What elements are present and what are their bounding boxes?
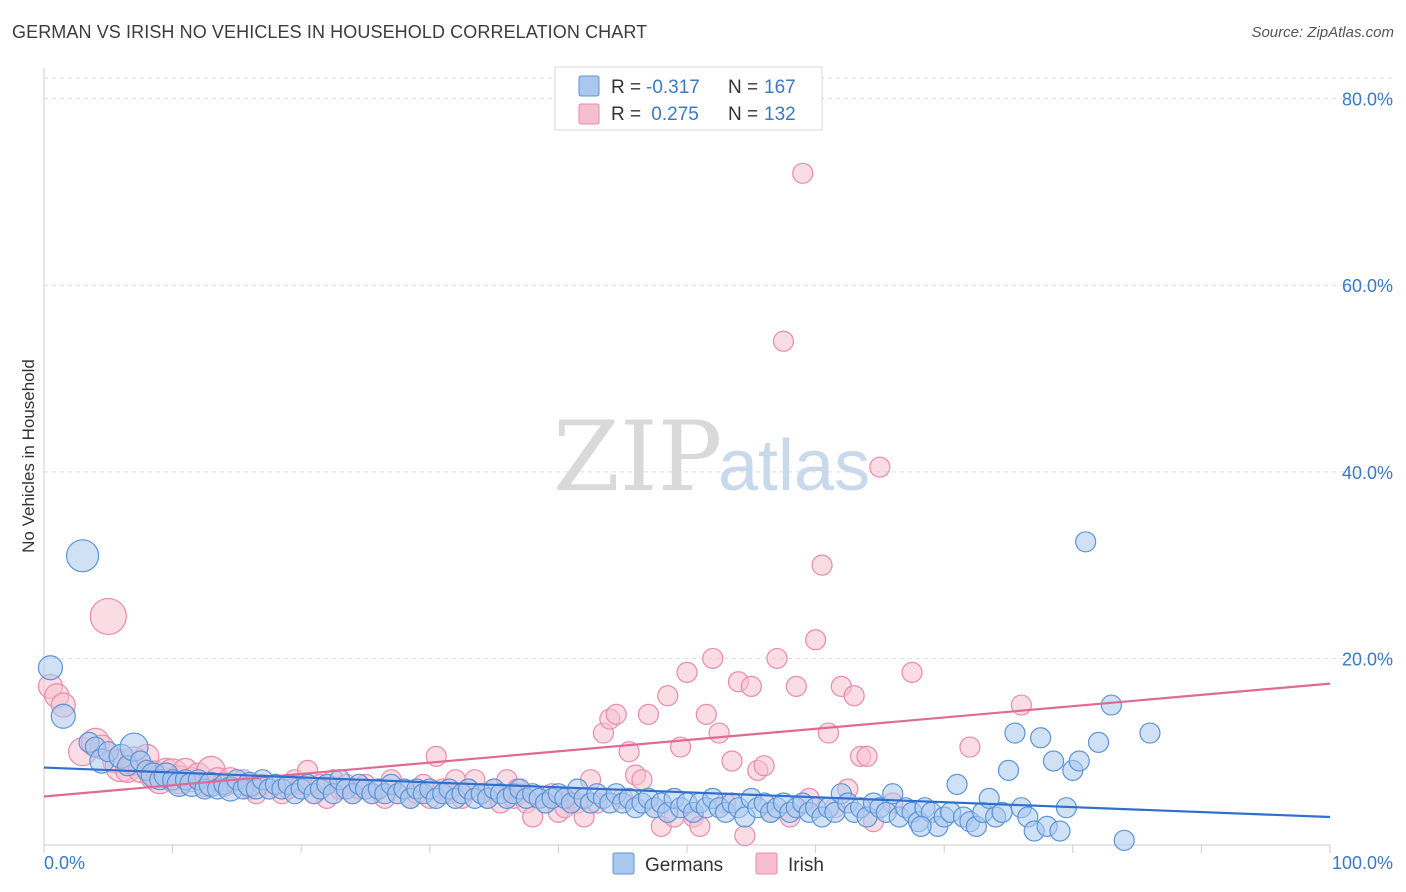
irish-point-99 — [695, 703, 717, 725]
legend-r-value-germans: -0.317 — [646, 77, 700, 98]
legend-n-value-irish: 132 — [764, 104, 796, 125]
source-label: Source: ZipAtlas.com — [1251, 24, 1394, 41]
irish-point-103 — [721, 750, 743, 772]
legend-n-label-germans: N = — [728, 77, 758, 98]
bottom-legend-label-irish: Irish — [788, 855, 824, 876]
y-tick-label-80: 80.0% — [1342, 90, 1393, 110]
stats-legend: R = -0.317 N = 167 R = 0.275 N = 132 — [554, 66, 823, 131]
legend-n-label-irish: N = — [728, 104, 758, 125]
irish-point-72 — [522, 806, 544, 828]
irish-point-87 — [618, 741, 640, 763]
trend-lines — [43, 682, 1331, 819]
x-tick-label-0: 0.0% — [44, 853, 85, 873]
irish-trend-line — [43, 682, 1331, 798]
irish-points — [37, 162, 1032, 847]
irish-point-89 — [631, 769, 653, 791]
irish-point-6 — [89, 597, 127, 636]
legend-swatch-irish — [578, 103, 600, 125]
irish-point-110 — [766, 647, 788, 670]
legend-r-value-irish: 0.275 — [646, 104, 699, 125]
irish-point-122 — [843, 685, 865, 707]
bottom-legend-swatch-irish — [755, 852, 778, 875]
german-point-157 — [1075, 531, 1097, 553]
irish-point-111 — [772, 330, 795, 352]
legend-n-value-germans: 167 — [764, 77, 796, 98]
irish-point-101 — [708, 722, 730, 744]
german-point-150 — [1030, 727, 1052, 749]
german-point-0 — [37, 655, 64, 681]
irish-point-105 — [734, 825, 756, 847]
german-point-146 — [1004, 722, 1026, 744]
german-point-145 — [997, 759, 1020, 781]
irish-point-128 — [901, 661, 923, 684]
irish-point-113 — [785, 675, 807, 698]
german-point-152 — [1042, 750, 1065, 772]
irish-point-90 — [637, 703, 660, 725]
german-point-159 — [1100, 694, 1122, 716]
german-point-127 — [882, 783, 904, 805]
watermark-zip: ZIP — [553, 401, 722, 513]
german-point-156 — [1068, 750, 1090, 772]
german-points — [37, 531, 1161, 851]
bottom-legend-label-germans: Germans — [645, 855, 723, 876]
y-tick-label-40: 40.0% — [1342, 463, 1393, 483]
german-point-160 — [1139, 722, 1161, 744]
irish-point-96 — [676, 661, 698, 684]
irish-point-126 — [869, 456, 891, 478]
irish-point-116 — [804, 629, 827, 651]
irish-point-114 — [792, 162, 814, 184]
german-point-158 — [1087, 731, 1110, 753]
irish-point-117 — [811, 554, 833, 576]
german-point-1 — [50, 703, 76, 729]
legend-swatch-germans — [578, 75, 600, 97]
german-point-137 — [946, 773, 968, 795]
irish-point-129 — [959, 736, 981, 758]
irish-point-85 — [605, 703, 627, 725]
irish-point-106 — [740, 675, 762, 698]
y-tick-labels: 20.0% 40.0% 60.0% 80.0% — [1342, 90, 1393, 670]
german-point-161 — [1113, 829, 1135, 851]
grid-lines — [44, 77, 1393, 659]
legend-r-label-germans: R = — [611, 77, 641, 98]
y-tick-label-20: 20.0% — [1342, 649, 1393, 669]
irish-point-124 — [856, 745, 878, 767]
watermark-atlas: atlas — [718, 426, 870, 506]
german-point-2 — [65, 539, 100, 573]
german-point-153 — [1049, 820, 1071, 842]
x-tick-label-100: 100.0% — [1332, 853, 1393, 873]
chart-title: GERMAN VS IRISH NO VEHICLES IN HOUSEHOLD… — [12, 22, 648, 42]
y-tick-label-60: 60.0% — [1342, 276, 1393, 296]
legend-r-label-irish: R = — [611, 104, 641, 125]
irish-point-108 — [753, 755, 775, 777]
series-legend: Germans Irish — [612, 852, 824, 876]
irish-point-100 — [702, 647, 724, 670]
irish-point-93 — [657, 685, 679, 707]
bottom-legend-swatch-germans — [612, 852, 635, 875]
german-point-162 — [910, 815, 932, 837]
y-axis-title: No Vehicles in Household — [19, 359, 38, 553]
german-trend-line — [43, 766, 1331, 819]
